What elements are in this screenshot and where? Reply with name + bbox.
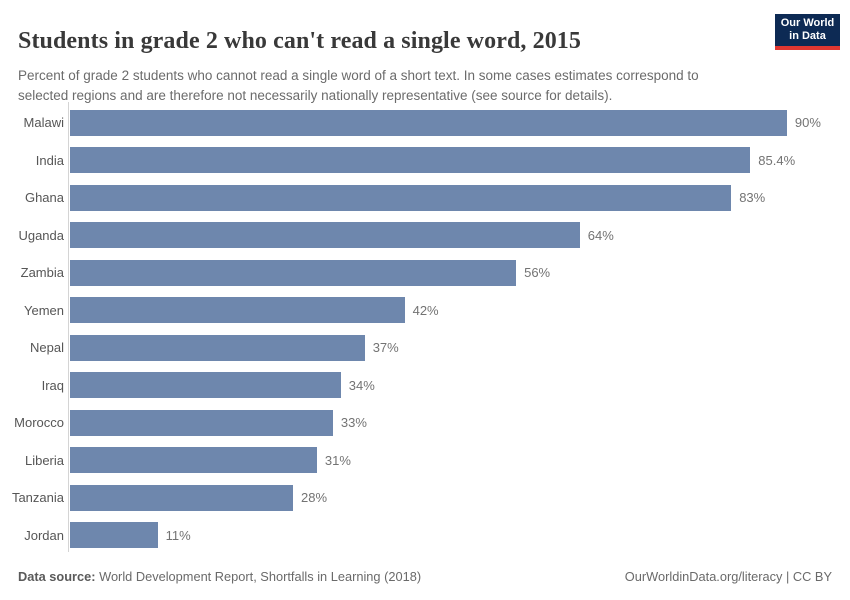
bar-row: Ghana 83% (8, 179, 844, 217)
bar-row: India 85.4% (8, 142, 844, 180)
category-label: Liberia (24, 452, 64, 468)
bar-row: Zambia 56% (8, 254, 844, 292)
bar-row: Malawi 90% (8, 104, 844, 142)
value-label: 42% (412, 302, 439, 318)
bar-track: 28% (64, 484, 844, 511)
category-label: Yemen (24, 302, 64, 318)
bar-track: 56% (64, 259, 844, 286)
value-label: 33% (340, 415, 367, 431)
bar-track: 83% (64, 184, 844, 211)
bar[interactable] (70, 184, 732, 211)
bar-chart: Malawi 90% India 85.4% Ghana 83% Uganda … (8, 102, 844, 554)
category-label: Jordan (24, 527, 64, 543)
value-label: 28% (301, 490, 328, 506)
category-label: Nepal (30, 340, 64, 356)
bar-row: Morocco 33% (8, 404, 844, 442)
bar[interactable] (70, 409, 333, 436)
value-label: 37% (372, 340, 399, 356)
bar-track: 90% (64, 109, 844, 136)
bar-rows: Malawi 90% India 85.4% Ghana 83% Uganda … (8, 104, 844, 554)
bar[interactable] (70, 334, 365, 361)
bar-row: Iraq 34% (8, 367, 844, 405)
bar[interactable] (70, 297, 405, 324)
bar-row: Tanzania 28% (8, 479, 844, 517)
bar[interactable] (70, 447, 317, 474)
value-label: 64% (587, 227, 614, 243)
bar[interactable] (70, 147, 751, 174)
data-source: Data source: World Development Report, S… (18, 569, 421, 584)
category-label: Malawi (23, 115, 64, 131)
category-label: Tanzania (11, 490, 64, 506)
owid-logo-line1: Our World (780, 17, 835, 29)
category-label: Ghana (24, 190, 64, 206)
data-source-value: World Development Report, Shortfalls in … (99, 569, 422, 584)
value-label: 34% (348, 377, 375, 393)
category-label: Morocco (14, 415, 64, 431)
chart-subtitle: Percent of grade 2 students who cannot r… (18, 67, 699, 103)
bar-track: 42% (64, 297, 844, 324)
category-label: Iraq (41, 377, 64, 393)
bar[interactable] (70, 372, 341, 399)
bar[interactable] (70, 109, 787, 136)
bar-row: Nepal 37% (8, 329, 844, 367)
bar-row: Uganda 64% (8, 217, 844, 255)
bar-row: Yemen 42% (8, 292, 844, 330)
value-label: 90% (794, 115, 821, 131)
bar-track: 34% (64, 372, 844, 399)
owid-logo[interactable]: Our World in Data (775, 14, 840, 50)
category-label: Uganda (18, 227, 64, 243)
bar-track: 37% (64, 334, 844, 361)
value-label: 11% (165, 527, 191, 543)
bar-track: 31% (64, 447, 844, 474)
value-label: 85.4% (758, 152, 796, 168)
category-label: Zambia (20, 265, 64, 281)
owid-link[interactable]: OurWorldinData.org/literacy | CC BY (624, 569, 832, 584)
owid-logo-line2: in Data (789, 30, 826, 42)
bar-track: 33% (64, 409, 844, 436)
bar-row: Liberia 31% (8, 442, 844, 480)
bar-track: 64% (64, 222, 844, 249)
data-source-label: Data source: (18, 569, 96, 584)
bar[interactable] (70, 259, 517, 286)
bar-track: 85.4% (64, 147, 844, 174)
bar-row: Jordan 11% (8, 517, 844, 555)
value-label: 31% (324, 452, 351, 468)
chart-footer: Data source: World Development Report, S… (18, 569, 832, 584)
bar[interactable] (70, 522, 158, 549)
value-label: 56% (524, 265, 551, 281)
value-label: 83% (739, 190, 766, 206)
bar[interactable] (70, 222, 580, 249)
page-title: Students in grade 2 who can't read a sin… (18, 28, 582, 55)
bar[interactable] (70, 484, 293, 511)
y-axis-line (68, 102, 69, 552)
category-label: India (35, 152, 64, 168)
bar-track: 11% (64, 522, 844, 549)
